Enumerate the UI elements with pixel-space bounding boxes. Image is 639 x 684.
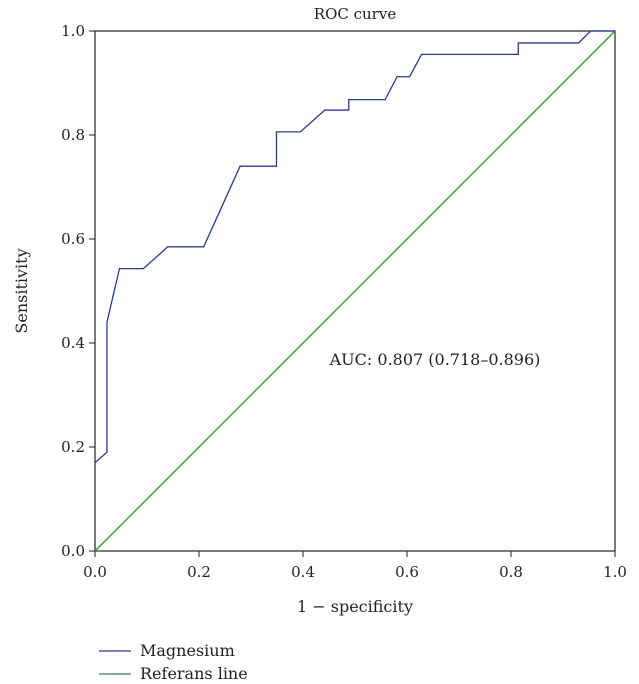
series-line-magnesium [94, 30, 615, 464]
series-layer [94, 30, 616, 552]
y-tick-label: 0.8 [61, 126, 85, 144]
y-tick-label: 0.6 [61, 230, 85, 248]
y-tick-label: 0.0 [61, 542, 85, 560]
x-tick-label: 0.4 [291, 563, 315, 581]
x-tick-label: 0.0 [83, 563, 107, 581]
x-tick-label: 1.0 [603, 563, 627, 581]
y-tick-label: 0.2 [61, 438, 85, 456]
legend: Magnesium Referans line [99, 641, 248, 683]
y-axis-title: Sensitivity [12, 248, 31, 333]
x-axis-ticks: 0.0 0.2 0.4 0.6 0.8 1.0 [83, 551, 627, 581]
auc-annotation: AUC: 0.807 (0.718–0.896) [329, 350, 541, 369]
legend-label-magnesium: Magnesium [140, 641, 235, 660]
chart-title: ROC curve [314, 5, 397, 23]
x-tick-label: 0.8 [499, 563, 523, 581]
y-tick-label: 0.4 [61, 334, 85, 352]
x-tick-label: 0.6 [395, 563, 419, 581]
series-line-reference [94, 30, 616, 552]
y-tick-label: 1.0 [61, 22, 85, 40]
plot-frame [94, 30, 616, 552]
x-tick-label: 0.2 [187, 563, 211, 581]
y-axis-ticks: 0.0 0.2 0.4 0.6 0.8 1.0 [61, 22, 95, 560]
x-axis-title: 1 − specificity [297, 597, 413, 616]
legend-label-reference: Referans line [140, 664, 248, 683]
